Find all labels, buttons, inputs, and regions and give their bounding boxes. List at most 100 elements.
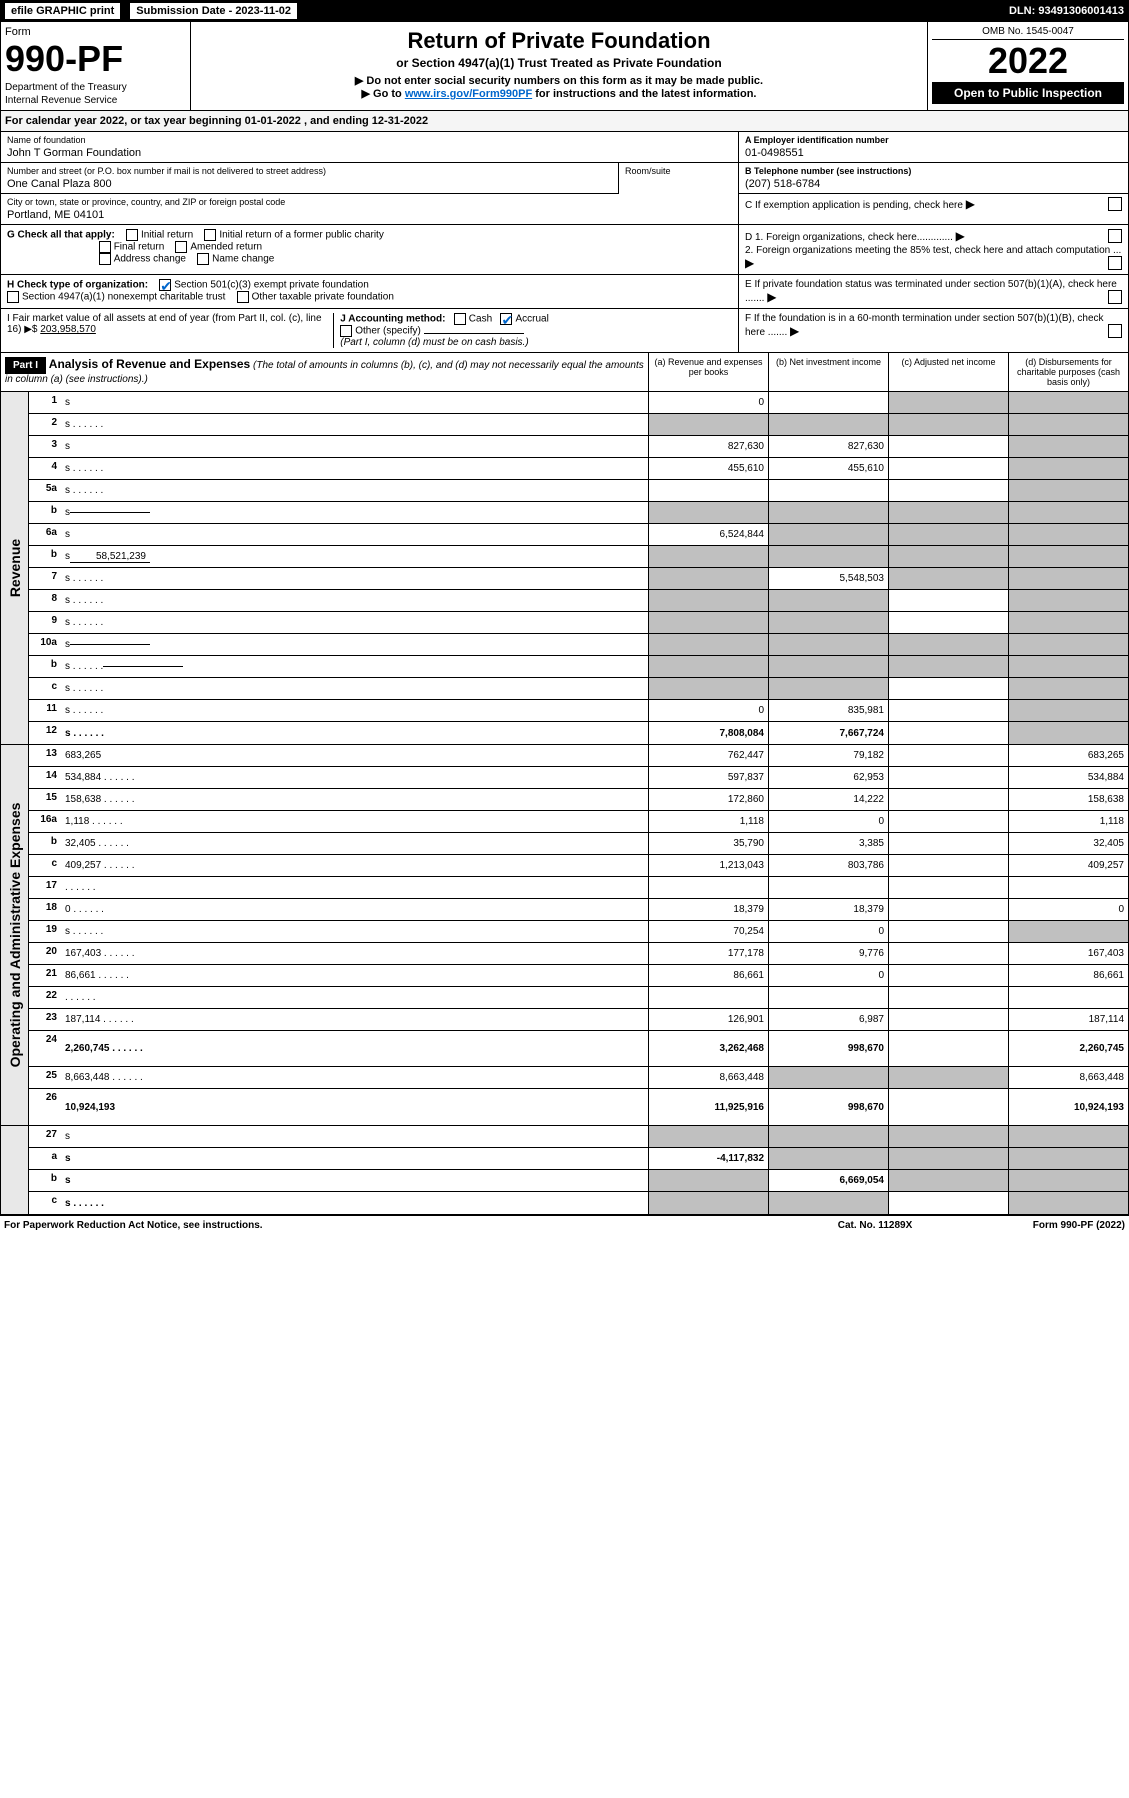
cell-c: [888, 1148, 1008, 1169]
cb-initial-former[interactable]: [204, 229, 216, 241]
cell-d: 534,884: [1008, 767, 1128, 788]
cell-c: [888, 656, 1008, 677]
phone: (207) 518-6784: [745, 178, 1122, 190]
row-number: b: [29, 546, 61, 567]
row-number: 2: [29, 414, 61, 435]
row-description: 187,114 . . . . . .: [61, 1009, 648, 1030]
row-description: . . . . . .: [61, 987, 648, 1008]
cell-a: 597,837: [648, 767, 768, 788]
h-label: H Check type of organization:: [7, 280, 148, 291]
row-description: 167,403 . . . . . .: [61, 943, 648, 964]
cb-other-acct[interactable]: [340, 325, 352, 337]
part1-label: Part I: [5, 357, 46, 374]
d1-checkbox[interactable]: [1108, 229, 1122, 243]
d2-row: 2. Foreign organizations meeting the 85%…: [745, 245, 1122, 270]
cell-c: [888, 877, 1008, 898]
cell-a: [648, 612, 768, 633]
cell-d: [1008, 921, 1128, 942]
cell-d: 1,118: [1008, 811, 1128, 832]
cb-name[interactable]: [197, 253, 209, 265]
d2-checkbox[interactable]: [1108, 256, 1122, 270]
table-row: bs58,521,239: [29, 546, 1128, 568]
table-row: as-4,117,832: [29, 1148, 1128, 1170]
cell-d: 32,405: [1008, 833, 1128, 854]
cell-a: 1,213,043: [648, 855, 768, 876]
f-checkbox[interactable]: [1108, 324, 1122, 338]
cell-d: 10,924,193: [1008, 1089, 1128, 1125]
cell-d: [1008, 436, 1128, 457]
table-row: 11s . . . . . .0835,981: [29, 700, 1128, 722]
city-cell: City or town, state or province, country…: [1, 194, 738, 224]
cell-a: 18,379: [648, 899, 768, 920]
cell-b: 0: [768, 811, 888, 832]
cb-final[interactable]: [99, 241, 111, 253]
c-checkbox[interactable]: [1108, 197, 1122, 211]
cb-4947[interactable]: [7, 291, 19, 303]
cell-c: [888, 1031, 1008, 1066]
cell-c: [888, 436, 1008, 457]
cell-a: 6,524,844: [648, 524, 768, 545]
cb-amended[interactable]: [175, 241, 187, 253]
cell-b: 0: [768, 965, 888, 986]
table-row: 5as . . . . . .: [29, 480, 1128, 502]
row-number: 19: [29, 921, 61, 942]
cell-a: [648, 634, 768, 655]
row-description: s . . . . . .: [61, 568, 648, 589]
col-b-header: (b) Net investment income: [768, 353, 888, 391]
row-description: s: [61, 1148, 648, 1169]
phone-cell: B Telephone number (see instructions) (2…: [739, 163, 1128, 194]
table-row: 3s827,630827,630: [29, 436, 1128, 458]
h-section: H Check type of organization: Section 50…: [0, 275, 1129, 309]
c-label: C If exemption application is pending, c…: [745, 200, 963, 211]
row-number: 10a: [29, 634, 61, 655]
cell-b: [768, 877, 888, 898]
cell-d: [1008, 634, 1128, 655]
cell-c: [888, 1009, 1008, 1030]
row-number: 4: [29, 458, 61, 479]
cb-initial[interactable]: [126, 229, 138, 241]
row-description: s . . . . . .: [61, 656, 648, 677]
row-description: 32,405 . . . . . .: [61, 833, 648, 854]
cell-a: [648, 1192, 768, 1214]
cell-d: [1008, 590, 1128, 611]
e-checkbox[interactable]: [1108, 290, 1122, 304]
cell-a: 177,178: [648, 943, 768, 964]
opt-initial: Initial return: [141, 230, 193, 241]
irs: Internal Revenue Service: [5, 95, 186, 106]
row-number: 14: [29, 767, 61, 788]
g-section: G Check all that apply: Initial return I…: [0, 225, 1129, 275]
cb-other-tax[interactable]: [237, 291, 249, 303]
form-ref: Form 990-PF (2022): [975, 1220, 1125, 1231]
cell-a: [648, 414, 768, 435]
opt-amended: Amended return: [190, 242, 262, 253]
dln: DLN: 93491306001413: [1009, 5, 1124, 17]
cb-cash[interactable]: [454, 313, 466, 325]
cb-address[interactable]: [99, 253, 111, 265]
cell-b: 14,222: [768, 789, 888, 810]
table-row: 2610,924,19311,925,916998,67010,924,193: [29, 1089, 1128, 1125]
cell-d: [1008, 458, 1128, 479]
cb-accrual[interactable]: [500, 313, 512, 325]
cell-b: [768, 678, 888, 699]
open-public: Open to Public Inspection: [932, 82, 1124, 104]
info-grid: Name of foundation John T Gorman Foundat…: [0, 132, 1129, 225]
cell-d: 187,114: [1008, 1009, 1128, 1030]
cell-b: 7,667,724: [768, 722, 888, 744]
table-row: 2186,661 . . . . . .86,661086,661: [29, 965, 1128, 987]
form-header: Form 990-PF Department of the Treasury I…: [0, 22, 1129, 111]
room-label: Room/suite: [625, 166, 732, 176]
cb-501c3[interactable]: [159, 279, 171, 291]
cell-a: 0: [648, 392, 768, 413]
address-cell: Number and street (or P.O. box number if…: [1, 163, 618, 194]
irs-link[interactable]: www.irs.gov/Form990PF: [405, 88, 532, 100]
cell-d: [1008, 392, 1128, 413]
h3-label: Other taxable private foundation: [252, 292, 394, 303]
d1-row: D 1. Foreign organizations, check here..…: [745, 229, 1122, 243]
row-number: 8: [29, 590, 61, 611]
header-right: OMB No. 1545-0047 2022 Open to Public In…: [928, 22, 1128, 110]
row-description: 0 . . . . . .: [61, 899, 648, 920]
cell-b: 62,953: [768, 767, 888, 788]
info-left: Name of foundation John T Gorman Foundat…: [1, 132, 738, 224]
revenue-body: 1s02s . . . . . .3s827,630827,6304s . . …: [29, 392, 1128, 744]
cell-c: [888, 458, 1008, 479]
